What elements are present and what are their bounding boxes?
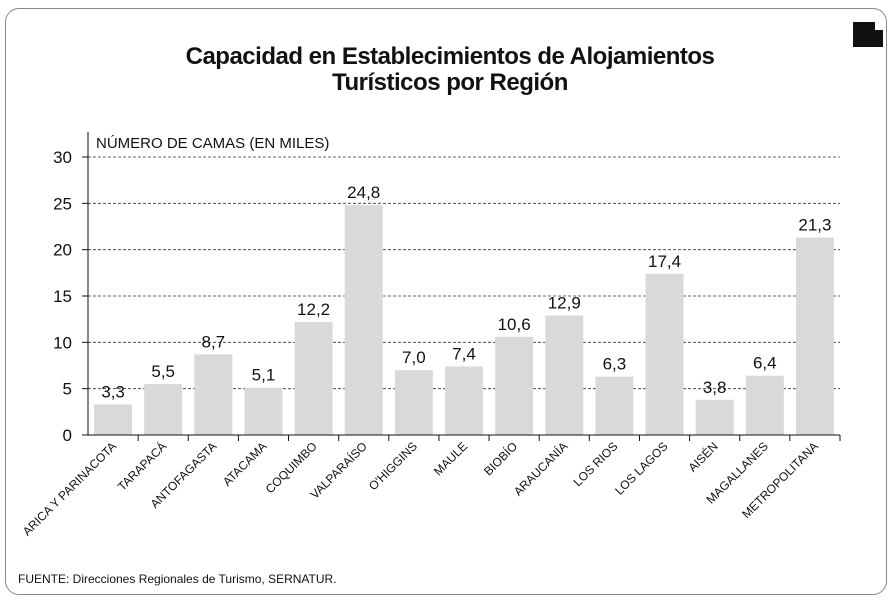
- value-label: 17,4: [648, 252, 681, 271]
- y-tick-label: 10: [53, 333, 72, 352]
- value-label: 24,8: [347, 183, 380, 202]
- y-axis-label: NÚMERO DE CAMAS (EN MILES): [96, 135, 329, 152]
- value-label: 7,4: [452, 344, 476, 363]
- x-tick-label: TARAPACÁ: [114, 439, 169, 494]
- corner-mark: [853, 22, 883, 47]
- y-tick-label: 25: [53, 194, 72, 213]
- bar: [94, 404, 133, 435]
- y-tick-label: 15: [53, 287, 72, 306]
- value-label: 21,3: [798, 216, 831, 235]
- bar: [244, 387, 283, 435]
- value-label: 5,1: [252, 366, 276, 385]
- x-tick-label: LOS RIOS: [571, 439, 621, 489]
- bar: [595, 376, 634, 435]
- bar: [645, 273, 684, 435]
- source-note: FUENTE: Direcciones Regionales de Turism…: [18, 572, 337, 586]
- x-tick-label: LOS LAGOS: [612, 439, 670, 497]
- bar: [745, 375, 784, 435]
- value-label: 3,8: [703, 378, 727, 397]
- bar: [394, 370, 433, 435]
- bar: [695, 399, 734, 435]
- x-tick-label: MAULE: [431, 439, 470, 478]
- bar: [795, 237, 834, 435]
- x-tick-label: O'HIGGINS: [366, 439, 420, 493]
- x-tick-label: ATACAMA: [220, 439, 270, 489]
- x-tick-label: BIOBÍO: [480, 439, 520, 479]
- bar: [344, 205, 383, 435]
- y-tick-label: 5: [63, 380, 72, 399]
- bar: [495, 336, 534, 435]
- value-label: 3,3: [101, 382, 125, 401]
- value-label: 10,6: [498, 315, 531, 334]
- bar: [445, 366, 483, 435]
- value-label: 6,4: [753, 354, 777, 373]
- value-label: 8,7: [202, 332, 226, 351]
- bar: [294, 321, 333, 435]
- y-tick-label: 30: [53, 148, 72, 167]
- bar: [194, 354, 233, 435]
- chart-title: Capacidad en Establecimientos de Alojami…: [185, 43, 715, 96]
- value-label: 7,0: [402, 348, 426, 367]
- value-label: 12,9: [548, 293, 581, 312]
- value-label: 5,5: [151, 362, 175, 381]
- frame: [5, 8, 887, 595]
- y-tick-label: 20: [53, 241, 72, 260]
- value-label: 6,3: [603, 355, 627, 374]
- x-tick-label: AISÉN: [685, 439, 721, 475]
- y-tick-label: 0: [63, 426, 72, 445]
- value-label: 12,2: [297, 300, 330, 319]
- x-tick-label: ARAUCANÍA: [510, 439, 570, 499]
- x-tick-label: ARICA Y PARINACOTA: [20, 439, 119, 538]
- bar: [144, 384, 183, 435]
- bar: [545, 315, 584, 435]
